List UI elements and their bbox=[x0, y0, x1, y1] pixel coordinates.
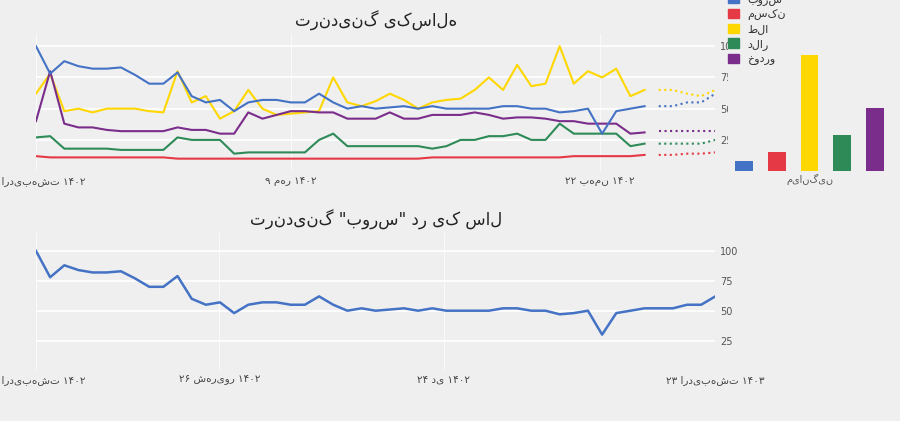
X-axis label: میانگین: میانگین bbox=[786, 174, 833, 185]
Bar bbox=[735, 160, 753, 171]
Title: ترندینگ یک‌ساله: ترندینگ یک‌ساله bbox=[294, 11, 456, 31]
Title: ترندینگ "بورس" در یک سال: ترندینگ "بورس" در یک سال bbox=[249, 210, 502, 230]
Bar bbox=[833, 135, 851, 171]
Bar bbox=[768, 152, 786, 171]
Bar bbox=[866, 108, 884, 171]
Bar bbox=[800, 55, 818, 171]
Legend: بورس, مسکن, طلا, دلار, خودرو: بورس, مسکن, طلا, دلار, خودرو bbox=[725, 0, 788, 67]
